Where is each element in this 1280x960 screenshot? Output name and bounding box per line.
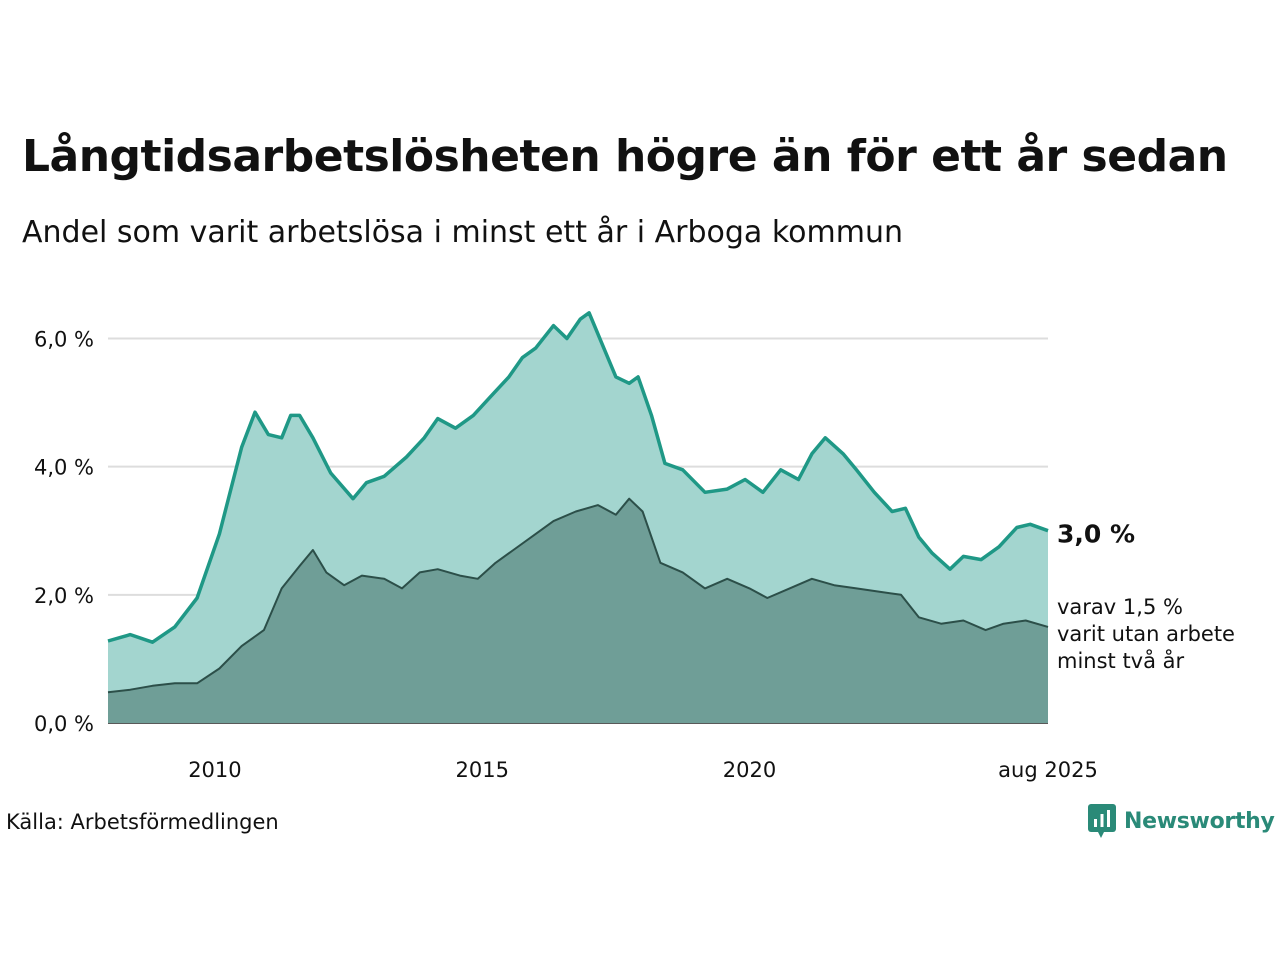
x-tick-label: 2010	[188, 758, 241, 782]
series-end-label-sub: varit utan arbete	[1057, 622, 1235, 646]
x-tick-label: aug 2025	[998, 758, 1098, 782]
source-note: Källa: Arbetsförmedlingen	[6, 810, 279, 834]
y-tick-label: 0,0 %	[34, 712, 94, 736]
y-tick-label: 6,0 %	[34, 327, 94, 351]
series-line-2	[107, 497, 1049, 694]
x-axis-ticks: 2010 2015 2020 aug 2025	[188, 758, 1098, 782]
newsworthy-logo-icon	[1088, 804, 1116, 838]
newsworthy-logo: Newsworthy	[1088, 804, 1275, 838]
series-lines	[107, 311, 1049, 694]
series-end-label-sub: minst två år	[1057, 648, 1185, 673]
series-line-1	[107, 311, 1049, 644]
chart-subtitle: Andel som varit arbetslösa i minst ett å…	[22, 215, 903, 250]
x-tick-label: 2020	[723, 758, 776, 782]
series-area-2	[108, 498, 1048, 723]
x-tick-label: 2015	[455, 758, 508, 782]
series-end-label-sub: varav 1,5 %	[1057, 595, 1183, 619]
chart-title: Långtidsarbetslösheten högre än för ett …	[22, 131, 1228, 182]
series-areas	[108, 312, 1048, 723]
newsworthy-logo-text: Newsworthy	[1124, 808, 1275, 834]
y-axis-ticks: 0,0 % 2,0 % 4,0 % 6,0 %	[34, 327, 94, 736]
series-end-label-main: 3,0 %	[1057, 520, 1135, 549]
y-tick-label: 2,0 %	[34, 584, 94, 608]
y-tick-label: 4,0 %	[34, 456, 94, 480]
